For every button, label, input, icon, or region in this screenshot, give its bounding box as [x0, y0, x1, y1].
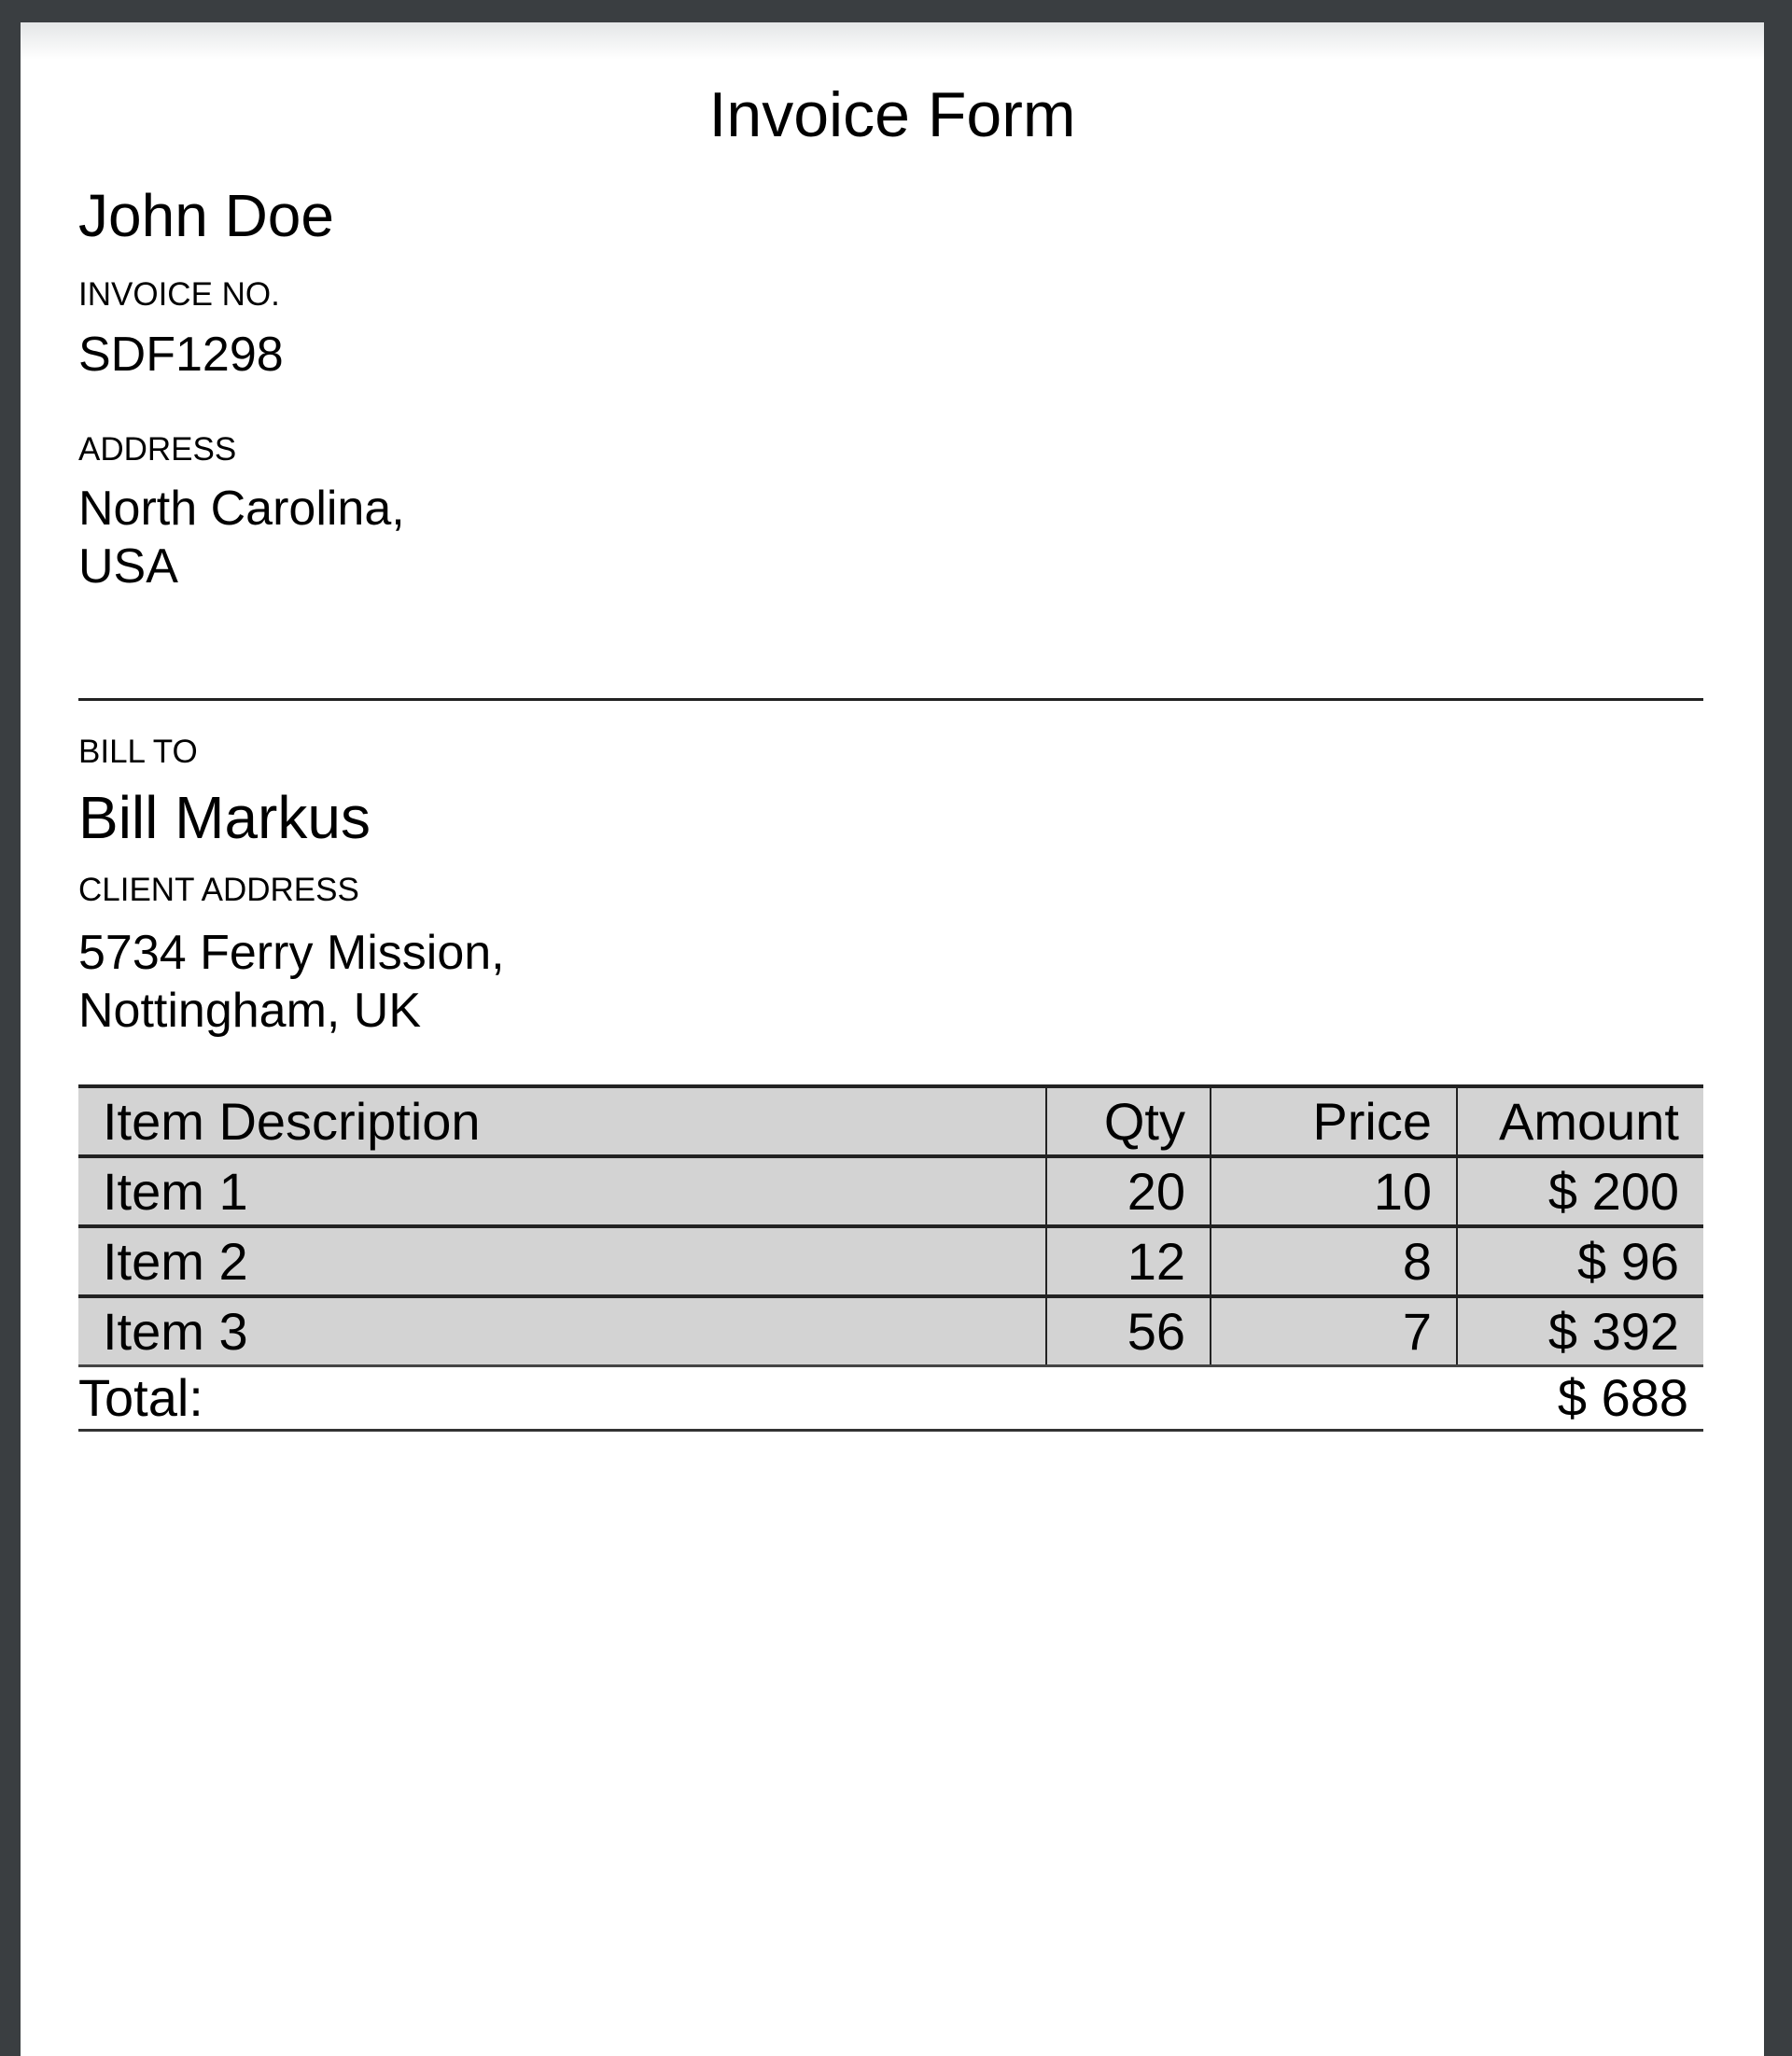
client-address-label: CLIENT ADDRESS — [78, 872, 359, 908]
cell-price: 7 — [1210, 1294, 1457, 1367]
header-price: Price — [1210, 1084, 1457, 1156]
total-label: Total: — [78, 1365, 1457, 1432]
invoice-no: SDF1298 — [78, 328, 284, 382]
divider — [78, 698, 1703, 701]
sender-name: John Doe — [78, 182, 334, 249]
cell-price: 8 — [1210, 1224, 1457, 1296]
cell-qty: 20 — [1045, 1154, 1211, 1226]
cell-amount: $ 392 — [1456, 1294, 1703, 1367]
header-qty: Qty — [1045, 1084, 1211, 1156]
address-line2: USA — [78, 539, 178, 594]
cell-description: Item 1 — [78, 1154, 1046, 1226]
items-table: Item Description Qty Price Amount Item 1… — [78, 1084, 1703, 1432]
cell-amount: $ 200 — [1456, 1154, 1703, 1226]
client-address-line2: Nottingham, UK — [78, 984, 422, 1038]
address-label: ADDRESS — [78, 431, 237, 468]
bill-to-label: BILL TO — [78, 734, 198, 770]
header-amount: Amount — [1456, 1084, 1703, 1156]
cell-qty: 12 — [1045, 1224, 1211, 1296]
page-title: Invoice Form — [708, 79, 1076, 150]
client-name: Bill Markus — [78, 784, 371, 851]
cell-amount: $ 96 — [1456, 1224, 1703, 1296]
cell-description: Item 3 — [78, 1294, 1046, 1367]
invoice-page: Invoice Form John Doe INVOICE NO. SDF129… — [21, 22, 1764, 2056]
cell-qty: 56 — [1045, 1294, 1211, 1367]
header-description: Item Description — [78, 1084, 1046, 1156]
table-header: Item Description Qty Price Amount — [78, 1084, 1703, 1156]
table-row: Item 3 56 7 $ 392 — [78, 1294, 1703, 1367]
invoice-no-label: INVOICE NO. — [78, 276, 280, 313]
table-row: Item 2 12 8 $ 96 — [78, 1224, 1703, 1296]
total-row: Total: $ 688 — [78, 1365, 1703, 1432]
address-line1: North Carolina, — [78, 482, 405, 536]
table-row: Item 1 20 10 $ 200 — [78, 1154, 1703, 1226]
client-address-line1: 5734 Ferry Mission, — [78, 926, 505, 980]
cell-price: 10 — [1210, 1154, 1457, 1226]
cell-description: Item 2 — [78, 1224, 1046, 1296]
total-value: $ 688 — [1457, 1365, 1703, 1432]
